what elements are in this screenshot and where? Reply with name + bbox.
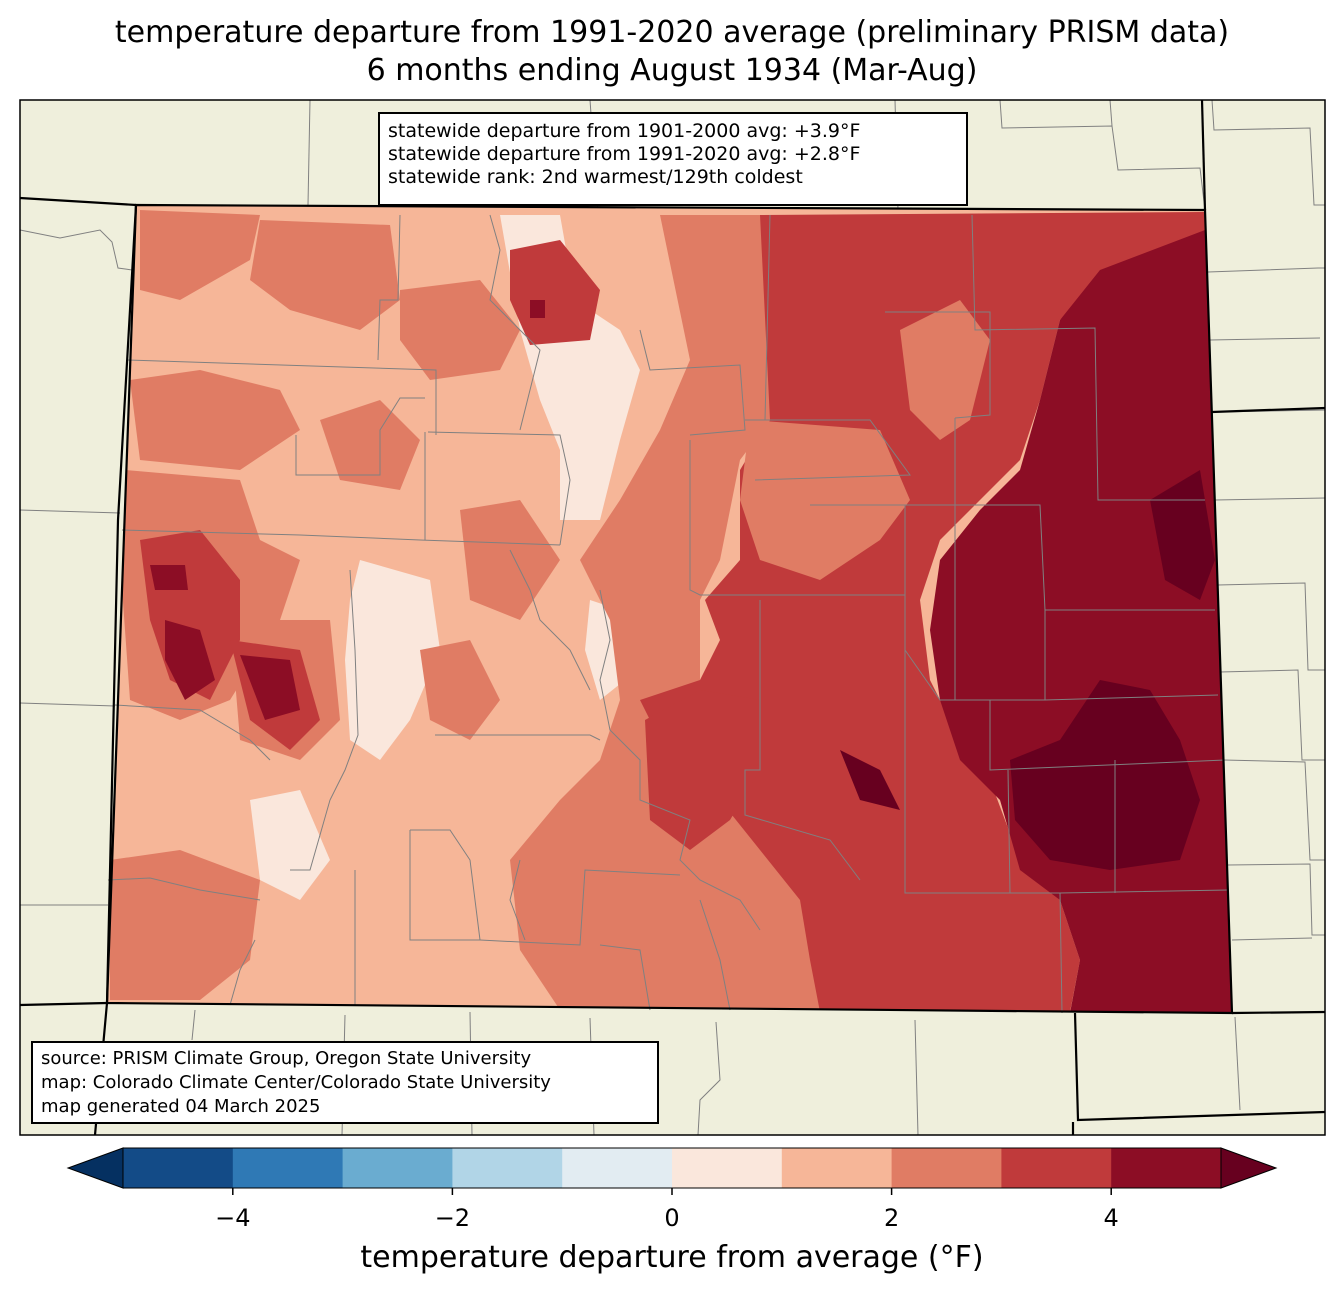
colorbar-bin-4	[562, 1148, 673, 1188]
colorbar-tick-label-1: −2	[434, 1204, 471, 1232]
colorbar-under-arrow	[66, 1147, 124, 1189]
colorbar-bin-0	[123, 1148, 234, 1188]
colorado-county-lines	[107, 214, 1229, 1014]
stats-departure-1901-2000: statewide departure from 1901-2000 avg: …	[388, 120, 861, 142]
map-title-line-2: 6 months ending August 1934 (Mar-Aug)	[366, 53, 978, 88]
colorbar-bin-7	[891, 1148, 1002, 1188]
colorbar-tick-label-2: 0	[664, 1204, 680, 1232]
colorbar-bin-3	[452, 1148, 563, 1188]
colorbar-label: temperature departure from average (°F)	[360, 1240, 984, 1275]
colorbar-bin-1	[232, 1148, 344, 1188]
colorbar-bin-8	[1001, 1148, 1112, 1188]
map-title-line-1: temperature departure from 1991-2020 ave…	[114, 15, 1230, 50]
credits-box: source: PRISM Climate Group, Oregon Stat…	[31, 1041, 659, 1124]
colorbar	[66, 1147, 1278, 1195]
colorbar-tick-label-0: −4	[215, 1204, 251, 1232]
colorbar-over-arrow	[1220, 1147, 1278, 1189]
colorbar-bin-5	[672, 1148, 783, 1188]
map-frame	[19, 99, 1326, 1136]
stats-rank: statewide rank: 2nd warmest/129th coldes…	[388, 166, 803, 188]
statewide-stats-box: statewide departure from 1901-2000 avg: …	[378, 112, 968, 206]
credits-map: map: Colorado Climate Center/Colorado St…	[41, 1072, 551, 1093]
colorbar-tick-label-4: 4	[1103, 1204, 1119, 1232]
colorbar-tick-label-3: 2	[883, 1204, 900, 1232]
colorbar-bin-2	[342, 1148, 453, 1188]
colorbar-bin-9	[1111, 1148, 1222, 1188]
colorbar-bin-6	[781, 1148, 893, 1188]
stats-departure-1991-2020: statewide departure from 1991-2020 avg: …	[388, 143, 861, 165]
credits-generated: map generated 04 March 2025	[41, 1096, 321, 1117]
credits-source: source: PRISM Climate Group, Oregon Stat…	[41, 1048, 532, 1069]
